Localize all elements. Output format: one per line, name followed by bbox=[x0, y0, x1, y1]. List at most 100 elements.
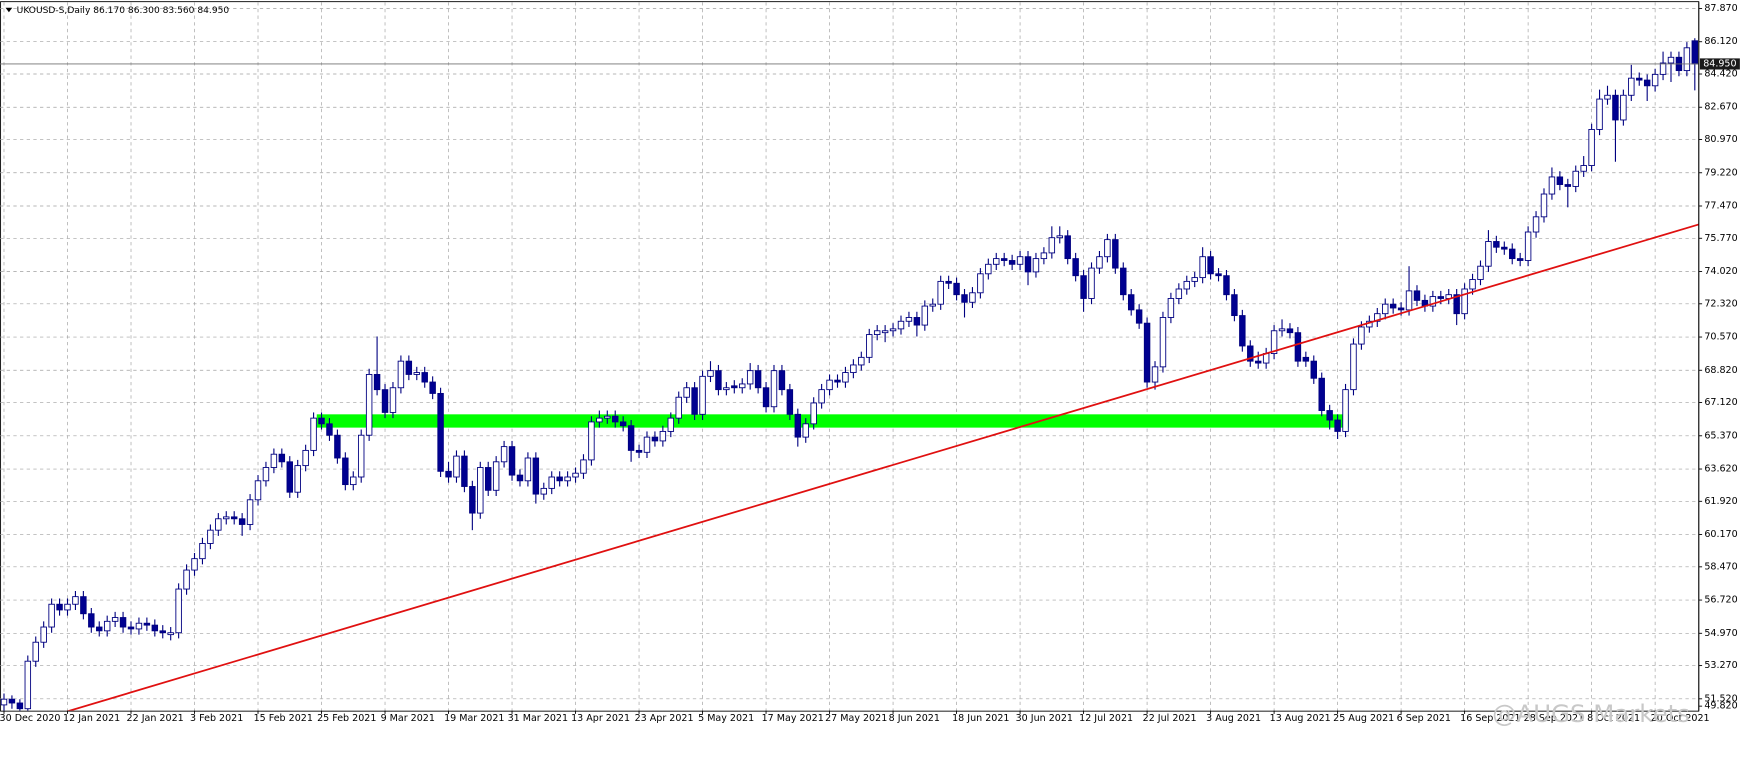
candle-body bbox=[88, 613, 95, 628]
candle-body bbox=[238, 518, 246, 525]
candle-body bbox=[1104, 239, 1111, 258]
candle-body bbox=[1628, 77, 1635, 96]
candle-body bbox=[707, 370, 714, 377]
candle-body bbox=[1342, 389, 1349, 432]
candle-body bbox=[421, 372, 428, 383]
x-tick-label: 8 Oct 2021 bbox=[1587, 713, 1640, 724]
candle-body bbox=[1429, 296, 1437, 307]
candle-body bbox=[143, 622, 151, 626]
x-tick-label: 25 Aug 2021 bbox=[1333, 713, 1394, 724]
candle-body bbox=[8, 698, 16, 704]
candle-body bbox=[1239, 315, 1246, 347]
last-price-label: 84.950 bbox=[1703, 58, 1736, 69]
candle-body bbox=[1540, 193, 1548, 218]
candle-body bbox=[1270, 330, 1278, 355]
candle-body bbox=[1580, 165, 1587, 172]
support-zone bbox=[316, 414, 1349, 428]
candle-body bbox=[1405, 290, 1413, 311]
y-tick-label: 58.470 bbox=[1704, 561, 1737, 572]
candle-body bbox=[405, 360, 413, 375]
candle-body bbox=[897, 320, 905, 330]
candle-body bbox=[866, 334, 873, 358]
candle-body bbox=[1501, 246, 1508, 250]
candle-body bbox=[461, 455, 468, 487]
plot-area bbox=[0, 38, 1699, 711]
candle-body bbox=[715, 370, 722, 391]
candle-body bbox=[1159, 317, 1167, 368]
candle-body bbox=[1413, 290, 1421, 301]
candle-body bbox=[1167, 298, 1175, 318]
candle-body bbox=[357, 434, 365, 478]
candle-body bbox=[786, 389, 794, 415]
candle-body bbox=[1024, 256, 1032, 273]
candle-body bbox=[905, 317, 913, 322]
candle-body bbox=[1048, 237, 1056, 254]
candle-body bbox=[1199, 256, 1206, 279]
candle-body bbox=[1310, 360, 1318, 379]
x-tick-label: 16 Sep 2021 bbox=[1460, 713, 1520, 724]
candle-body bbox=[818, 389, 825, 404]
candle-body bbox=[953, 282, 960, 296]
candle-body bbox=[1612, 94, 1619, 121]
candle-body bbox=[1667, 56, 1675, 64]
y-tick-label: 84.420 bbox=[1704, 69, 1737, 80]
candle-body bbox=[286, 461, 293, 493]
candle-body bbox=[1294, 332, 1302, 362]
candle-body bbox=[1080, 275, 1087, 299]
candle-body bbox=[858, 356, 865, 366]
candle-body bbox=[1112, 239, 1119, 269]
x-tick-label: 17 May 2021 bbox=[762, 713, 824, 724]
candle-body bbox=[1008, 260, 1016, 265]
x-tick-label: 13 Apr 2021 bbox=[571, 713, 630, 724]
candle-body bbox=[873, 330, 881, 336]
candle-body bbox=[278, 453, 286, 463]
candle-body bbox=[612, 415, 619, 423]
candle-body bbox=[175, 588, 182, 634]
candle-body bbox=[889, 328, 897, 332]
candle-body bbox=[111, 617, 119, 622]
candle-body bbox=[1278, 328, 1286, 332]
candle-body bbox=[1247, 345, 1254, 362]
candle-body bbox=[48, 603, 55, 628]
candle-body bbox=[1032, 258, 1040, 273]
candle-body bbox=[1120, 267, 1127, 296]
x-tick-label: 23 Apr 2021 bbox=[635, 713, 694, 724]
y-tick-label: 75.770 bbox=[1704, 233, 1737, 244]
candle-body bbox=[627, 425, 635, 451]
candle-body bbox=[191, 558, 198, 571]
candle-body bbox=[24, 660, 32, 710]
candle-body bbox=[1636, 77, 1643, 81]
x-tick-label: 30 Jun 2021 bbox=[1016, 713, 1073, 724]
candle-body bbox=[945, 280, 952, 284]
y-tick-label: 60.170 bbox=[1704, 529, 1737, 540]
candle-body bbox=[0, 698, 8, 706]
candle-body bbox=[580, 459, 587, 474]
menu-arrow[interactable] bbox=[5, 7, 13, 13]
candle-body bbox=[1485, 241, 1492, 267]
candle-body bbox=[96, 626, 103, 632]
x-tick-label: 22 Jan 2021 bbox=[127, 713, 184, 724]
candle-body bbox=[445, 470, 452, 478]
candle-body bbox=[508, 446, 516, 476]
candle-body bbox=[1389, 303, 1397, 309]
candle-body bbox=[881, 330, 889, 334]
candle-body bbox=[683, 387, 690, 398]
candle-body bbox=[151, 624, 159, 632]
candle-body bbox=[1643, 79, 1651, 87]
candle-body bbox=[230, 516, 238, 520]
candle-body bbox=[135, 622, 143, 630]
candle-body bbox=[826, 379, 833, 391]
candle-body bbox=[1659, 62, 1667, 75]
candle-body bbox=[56, 603, 63, 611]
x-tick-label: 8 Jun 2021 bbox=[889, 713, 940, 724]
x-tick-label: 22 Jul 2021 bbox=[1143, 713, 1197, 724]
chart-title: UKOUSD-S,Daily 86.170 86.300 83.560 84.9… bbox=[17, 6, 230, 16]
y-tick-label: 82.670 bbox=[1704, 102, 1737, 113]
candle-body bbox=[532, 457, 540, 495]
x-tick-label: 9 Mar 2021 bbox=[381, 713, 435, 724]
candle-body bbox=[1596, 98, 1603, 130]
candle-body bbox=[1056, 235, 1063, 239]
candle-body bbox=[262, 467, 270, 482]
candle-body bbox=[1588, 129, 1595, 166]
trendline bbox=[66, 223, 1699, 711]
